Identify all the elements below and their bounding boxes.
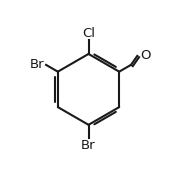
Text: Cl: Cl — [82, 27, 95, 40]
Text: O: O — [140, 49, 151, 62]
Text: Br: Br — [81, 139, 96, 152]
Text: Br: Br — [29, 58, 44, 71]
